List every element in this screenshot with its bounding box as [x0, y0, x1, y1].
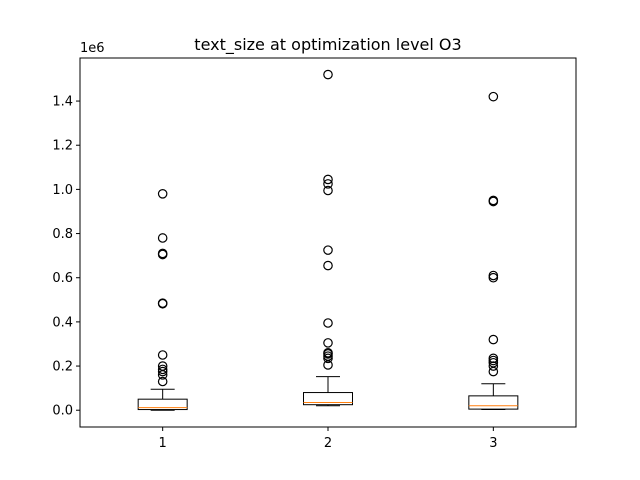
outlier-point — [323, 338, 333, 348]
x-tick-label: 3 — [489, 436, 497, 451]
outlier-point — [157, 249, 168, 260]
y-tick-label: 0.4 — [52, 315, 73, 330]
outlier-point — [157, 366, 168, 377]
outlier-point — [488, 196, 499, 207]
y-tick-label: 1.0 — [52, 183, 73, 198]
y-offset-label: 1e6 — [80, 41, 105, 56]
y-tick-label: 0.6 — [52, 271, 73, 286]
y-tick-label: 0.0 — [52, 404, 73, 419]
outlier-point — [323, 69, 333, 80]
outlier-point — [323, 174, 333, 185]
outlier-point — [323, 179, 333, 189]
chart-title: text_size at optimization level O3 — [194, 35, 461, 55]
outlier-point — [157, 370, 168, 380]
box-iqr — [303, 392, 353, 406]
outlier-point — [323, 245, 333, 255]
y-tick-label: 0.8 — [52, 227, 73, 242]
outlier-point — [323, 360, 333, 370]
outlier-point — [157, 298, 168, 309]
outlier-point — [157, 376, 168, 387]
box-iqr — [137, 398, 188, 411]
outlier-point — [323, 318, 333, 328]
y-tick-label: 1.2 — [52, 139, 73, 154]
outlier-point — [157, 189, 168, 199]
box-iqr — [468, 395, 519, 410]
outlier-point — [488, 334, 499, 345]
y-tick-label: 0.2 — [52, 360, 73, 375]
outlier-point — [323, 353, 333, 364]
y-tick-label: 1.4 — [52, 95, 73, 110]
x-tick-label: 1 — [159, 436, 167, 451]
axes-frame — [79, 57, 577, 428]
outlier-point — [488, 361, 499, 371]
outlier-point — [488, 91, 499, 102]
outlier-point — [323, 260, 333, 271]
plot-area: 0.0 0.2 0.4 0.6 0.8 1.0 1.2 1.4 1 2 3 — [52, 69, 519, 451]
outlier-point — [157, 233, 168, 243]
outlier-point — [488, 366, 499, 377]
outlier-point — [488, 272, 499, 283]
x-tick-label: 2 — [324, 436, 332, 451]
outlier-point — [157, 350, 168, 360]
outlier-point — [323, 185, 333, 196]
